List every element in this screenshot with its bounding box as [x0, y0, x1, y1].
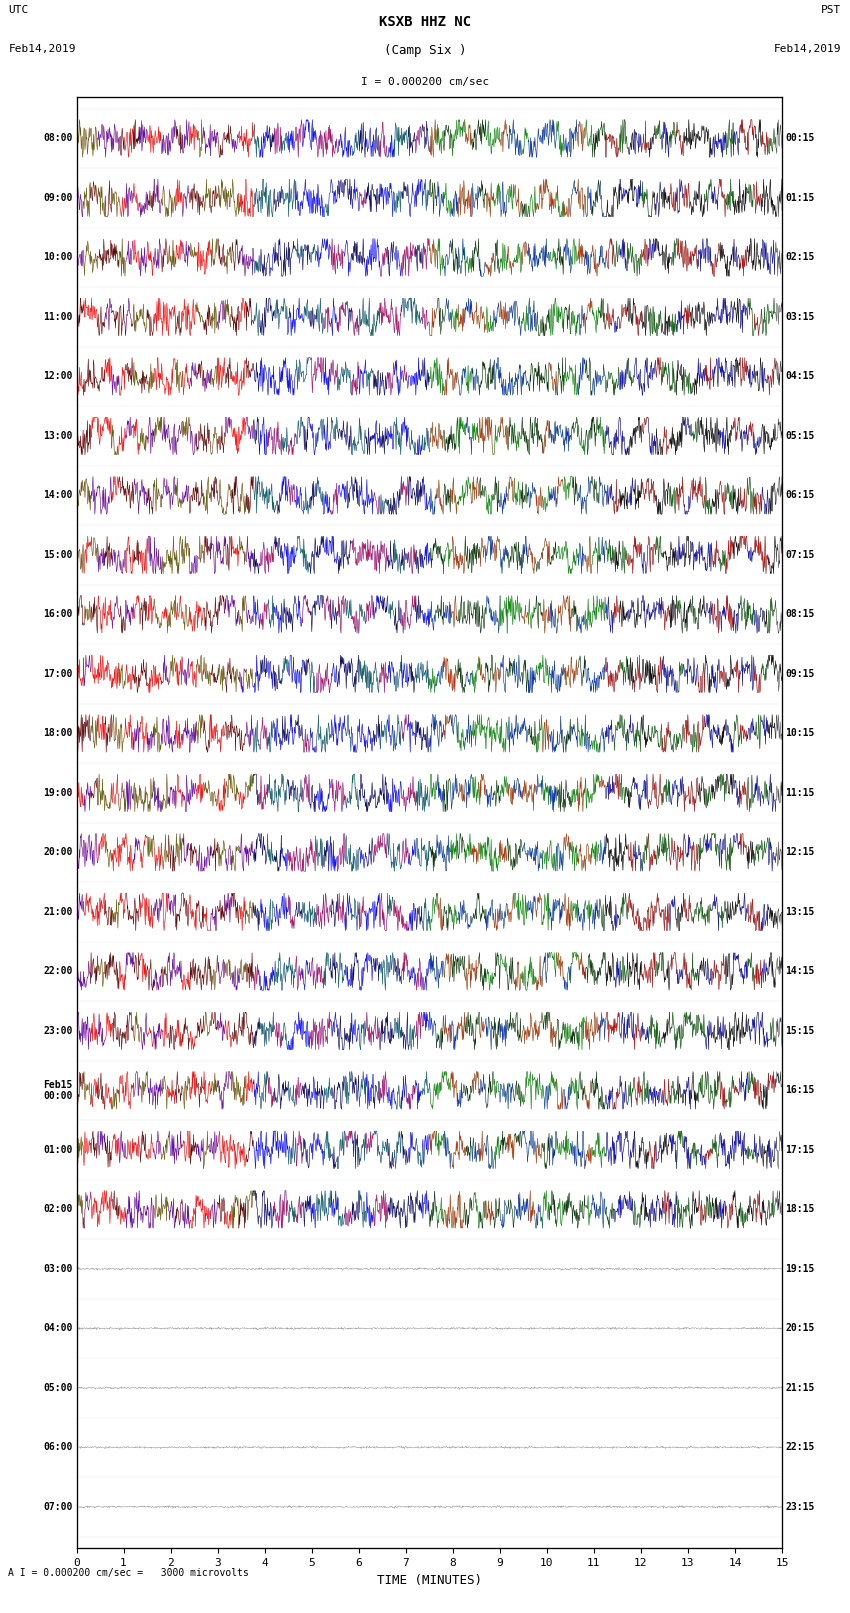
Text: 07:00: 07:00 — [43, 1502, 72, 1511]
Text: (Camp Six ): (Camp Six ) — [383, 44, 467, 56]
X-axis label: TIME (MINUTES): TIME (MINUTES) — [377, 1574, 482, 1587]
Text: UTC: UTC — [8, 5, 29, 15]
Text: 12:00: 12:00 — [43, 371, 72, 381]
Text: Feb14,2019: Feb14,2019 — [774, 44, 842, 53]
Text: 22:00: 22:00 — [43, 966, 72, 976]
Text: PST: PST — [821, 5, 842, 15]
Text: 21:00: 21:00 — [43, 907, 72, 916]
Text: 16:00: 16:00 — [43, 610, 72, 619]
Text: 19:00: 19:00 — [43, 787, 72, 798]
Text: 04:00: 04:00 — [43, 1323, 72, 1334]
Text: 05:15: 05:15 — [785, 431, 815, 440]
Text: 01:15: 01:15 — [785, 194, 815, 203]
Text: 10:15: 10:15 — [785, 729, 815, 739]
Text: 14:00: 14:00 — [43, 490, 72, 500]
Text: 05:00: 05:00 — [43, 1382, 72, 1394]
Text: 04:15: 04:15 — [785, 371, 815, 381]
Text: 09:00: 09:00 — [43, 194, 72, 203]
Text: 14:15: 14:15 — [785, 966, 815, 976]
Text: 15:00: 15:00 — [43, 550, 72, 560]
Text: I = 0.000200 cm/sec: I = 0.000200 cm/sec — [361, 77, 489, 87]
Text: 20:15: 20:15 — [785, 1323, 815, 1334]
Text: 16:15: 16:15 — [785, 1086, 815, 1095]
Text: A I = 0.000200 cm/sec =   3000 microvolts: A I = 0.000200 cm/sec = 3000 microvolts — [8, 1568, 249, 1578]
Text: 13:00: 13:00 — [43, 431, 72, 440]
Text: 23:15: 23:15 — [785, 1502, 815, 1511]
Text: 13:15: 13:15 — [785, 907, 815, 916]
Text: 02:00: 02:00 — [43, 1205, 72, 1215]
Text: 03:00: 03:00 — [43, 1265, 72, 1274]
Text: 18:00: 18:00 — [43, 729, 72, 739]
Text: 11:15: 11:15 — [785, 787, 815, 798]
Text: 22:15: 22:15 — [785, 1442, 815, 1452]
Text: 21:15: 21:15 — [785, 1382, 815, 1394]
Text: 15:15: 15:15 — [785, 1026, 815, 1036]
Text: 02:15: 02:15 — [785, 252, 815, 263]
Text: 08:00: 08:00 — [43, 134, 72, 144]
Text: 07:15: 07:15 — [785, 550, 815, 560]
Text: 18:15: 18:15 — [785, 1205, 815, 1215]
Text: KSXB HHZ NC: KSXB HHZ NC — [379, 15, 471, 29]
Text: 00:15: 00:15 — [785, 134, 815, 144]
Text: 19:15: 19:15 — [785, 1265, 815, 1274]
Text: 20:00: 20:00 — [43, 847, 72, 858]
Text: 12:15: 12:15 — [785, 847, 815, 858]
Text: 03:15: 03:15 — [785, 311, 815, 323]
Text: 01:00: 01:00 — [43, 1145, 72, 1155]
Text: Feb14,2019: Feb14,2019 — [8, 44, 76, 53]
Text: 17:15: 17:15 — [785, 1145, 815, 1155]
Text: 17:00: 17:00 — [43, 669, 72, 679]
Text: Feb15
00:00: Feb15 00:00 — [43, 1079, 72, 1102]
Text: 11:00: 11:00 — [43, 311, 72, 323]
Text: 10:00: 10:00 — [43, 252, 72, 263]
Text: 06:00: 06:00 — [43, 1442, 72, 1452]
Text: 06:15: 06:15 — [785, 490, 815, 500]
Text: 23:00: 23:00 — [43, 1026, 72, 1036]
Text: 09:15: 09:15 — [785, 669, 815, 679]
Text: 08:15: 08:15 — [785, 610, 815, 619]
